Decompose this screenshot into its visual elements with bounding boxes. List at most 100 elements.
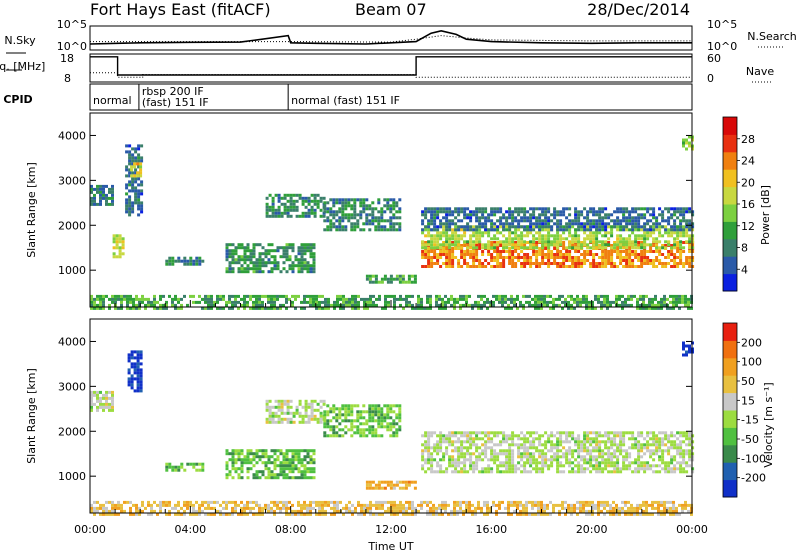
power-cell-10	[592, 243, 595, 246]
velocity-cell-9	[234, 504, 237, 507]
power-cell-13	[477, 301, 480, 304]
power-cell-0	[99, 191, 102, 194]
power-cell-13	[465, 298, 468, 301]
power-cell-11	[634, 207, 637, 210]
velocity-cell-7	[439, 443, 442, 446]
power-cell-6	[275, 209, 278, 212]
power-cell-9	[535, 262, 538, 265]
power-cell-9	[421, 253, 424, 256]
power-cell-11	[472, 213, 475, 216]
power-cell-11	[577, 222, 580, 225]
velocity-cell-7	[640, 464, 643, 467]
velocity-cell-3	[286, 476, 289, 479]
velocity-cell-7	[553, 443, 556, 446]
power-cell-7	[332, 198, 335, 201]
power-cell-9	[661, 262, 664, 265]
velocity-cell-7	[514, 470, 517, 473]
power-cell-9	[625, 250, 628, 253]
velocity-cell-4	[299, 421, 302, 424]
velocity-cell-9	[111, 504, 114, 507]
velocity-cell-7	[505, 470, 508, 473]
power-cell-13	[342, 301, 345, 304]
velocity-cell-7	[679, 440, 682, 443]
power-cell-11	[487, 213, 490, 216]
power-cell-13	[546, 301, 549, 304]
power-cell-7	[353, 201, 356, 204]
velocity-cell-7	[454, 431, 457, 434]
power-cell-9	[427, 256, 430, 259]
power-cell-13	[552, 304, 555, 307]
power-cell-11	[493, 210, 496, 213]
power-cell-9	[427, 265, 430, 268]
power-cell-7	[386, 207, 389, 210]
power-cell-11	[439, 207, 442, 210]
velocity-cell-7	[607, 431, 610, 434]
power-cell-11	[535, 225, 538, 228]
power-cell-13	[600, 304, 603, 307]
power-cell-10	[595, 234, 598, 237]
velocity-cell-3	[280, 452, 283, 455]
velocity-cell-9	[111, 501, 114, 504]
velocity-cell-7	[529, 464, 532, 467]
power-cell-9	[511, 256, 514, 259]
power-cell-6	[278, 212, 281, 215]
power-cell-11	[586, 219, 589, 222]
power-cell-11	[511, 210, 514, 213]
power-cell-13	[453, 301, 456, 304]
power-cell-10	[661, 246, 664, 249]
power-cell-13	[312, 304, 315, 307]
power-cell-9	[607, 253, 610, 256]
power-cell-10	[463, 234, 466, 237]
power-cell-10	[619, 234, 622, 237]
power-cell-11	[457, 228, 460, 231]
power-cell-10	[640, 246, 643, 249]
power-cell-13	[189, 295, 192, 298]
velocity-cell-6	[366, 484, 369, 487]
power-cell-13	[336, 301, 339, 304]
power-cell-1	[119, 237, 122, 240]
power-cell-11	[601, 219, 604, 222]
velocity-cell-3	[310, 455, 313, 458]
velocity-cell-7	[613, 464, 616, 467]
power-cell-7	[344, 213, 347, 216]
velocity-cell-0	[102, 403, 105, 406]
velocity-cell-7	[490, 431, 493, 434]
power-cell-13	[204, 298, 207, 301]
power-cell-13	[441, 298, 444, 301]
power-cell-13	[309, 301, 312, 304]
power-cell-9	[553, 247, 556, 250]
power-cell-6	[308, 203, 311, 206]
power-cell-11	[502, 216, 505, 219]
power-cell-9	[436, 253, 439, 256]
power-cell-9	[676, 262, 679, 265]
power-cell-13	[471, 304, 474, 307]
velocity-cell-5	[347, 419, 350, 422]
power-cell-13	[510, 301, 513, 304]
velocity-cell-9	[186, 507, 189, 510]
velocity-cell-9	[243, 507, 246, 510]
power-cell-7	[341, 219, 344, 222]
velocity-cell-5	[344, 416, 347, 419]
power-cell-5	[283, 267, 286, 270]
power-cell-8	[408, 278, 411, 281]
velocity-cell-5	[389, 416, 392, 419]
velocity-cell-7	[454, 446, 457, 449]
velocity-cell-7	[589, 431, 592, 434]
velocity-cell-9	[318, 507, 321, 510]
power-cell-13	[429, 298, 432, 301]
power-cell-11	[517, 207, 520, 210]
power-cell-10	[688, 234, 691, 237]
velocity-cell-3	[277, 464, 280, 467]
power-cell-10	[604, 243, 607, 246]
velocity-cell-5	[338, 422, 341, 425]
power-cell-10	[607, 237, 610, 240]
power-cell-7	[371, 213, 374, 216]
velocity-cell-3	[226, 476, 229, 479]
power-cell-7	[341, 216, 344, 219]
power-cell-10	[547, 231, 550, 234]
power-cell-5	[244, 270, 247, 273]
velocity-cell-0	[105, 397, 108, 400]
velocity-cell-7	[682, 431, 685, 434]
power-cell-9	[613, 265, 616, 268]
power-cell-9	[622, 259, 625, 262]
